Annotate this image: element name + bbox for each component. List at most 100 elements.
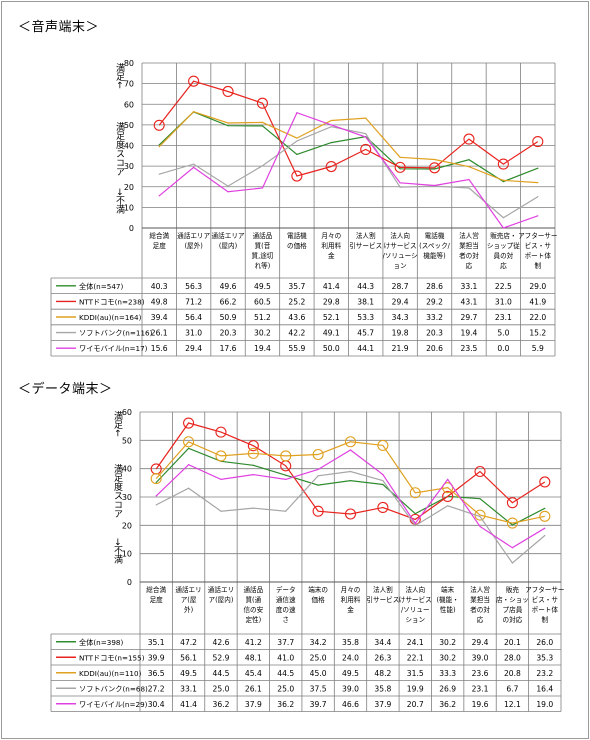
data-point xyxy=(502,227,504,229)
data-point-marker xyxy=(280,450,292,462)
data-point xyxy=(399,168,401,170)
data-point-marker xyxy=(344,436,357,448)
data-point xyxy=(479,515,481,518)
data-point xyxy=(537,167,539,169)
category-label: 価格 xyxy=(312,595,326,604)
table-cell-value: 23.5 xyxy=(460,344,477,353)
category-label: 制 xyxy=(542,615,549,624)
data-point-marker xyxy=(188,75,200,87)
data-point xyxy=(511,524,514,526)
table-cell-value: 30.4 xyxy=(148,700,165,709)
table-cell-value: 19.9 xyxy=(407,684,424,693)
data-point xyxy=(502,180,504,183)
data-point xyxy=(433,168,436,170)
table-cell-value: 60.5 xyxy=(254,297,271,306)
category-label: 利用料 xyxy=(341,595,361,604)
table-cell-value: 44.5 xyxy=(277,669,294,678)
y-tick-label: 10 xyxy=(122,550,132,559)
category-label: (機能・ xyxy=(436,595,458,604)
table-cell-value: 16.4 xyxy=(536,684,553,693)
category-label: 足度 xyxy=(153,241,167,250)
category-label: 通話エリ xyxy=(208,585,234,594)
table-cell-value: 35.8 xyxy=(374,684,391,693)
data-point-marker xyxy=(463,133,475,145)
category-label: 金 xyxy=(347,605,354,614)
category-label: データ xyxy=(276,585,296,594)
category-label: (屋外) xyxy=(184,241,202,250)
y-tick-label: 80 xyxy=(124,59,134,68)
y-tick-label: 40 xyxy=(124,142,134,151)
table-cell-value: 31.0 xyxy=(185,329,202,338)
data-point xyxy=(155,495,157,497)
table-cell-value: 44.3 xyxy=(357,282,374,291)
category-label: 信の安 xyxy=(243,605,263,614)
category-label: 法人向 xyxy=(390,231,410,240)
legend-label: KDDI(au)(n=110) xyxy=(79,669,142,678)
data-point-marker xyxy=(474,465,486,478)
data-point-marker xyxy=(506,517,518,529)
category-label: 電話機 xyxy=(287,231,307,240)
data-point xyxy=(155,481,157,484)
category-label: 通話エリ xyxy=(175,585,201,594)
data-point-marker xyxy=(312,505,324,517)
data-point-marker xyxy=(312,448,324,461)
data-point xyxy=(365,136,367,138)
table-cell-value: 43.1 xyxy=(460,297,477,306)
table-cell-value: 29.4 xyxy=(472,638,489,647)
category-label: 金 xyxy=(328,251,335,260)
y-tick-label: 40 xyxy=(122,465,132,474)
category-label: 定性) xyxy=(245,615,261,624)
section-title-voice: ＜音声端末＞ xyxy=(18,20,100,35)
table-cell-value: 27.2 xyxy=(148,684,165,693)
data-point-marker xyxy=(247,447,259,459)
y-axis-label-top: 満足← xyxy=(114,63,125,89)
table-cell-value: 29.7 xyxy=(460,313,477,322)
table-cell-value: 29.0 xyxy=(529,282,546,291)
data-point xyxy=(414,525,416,527)
y-axis-label: 満足度スコア xyxy=(112,464,123,518)
data-point-marker xyxy=(153,119,165,131)
data-point xyxy=(261,125,264,127)
table-cell-value: 33.1 xyxy=(180,684,197,693)
table-cell-value: 49.5 xyxy=(180,669,197,678)
table-cell-value: 19.4 xyxy=(254,344,271,353)
y-tick-label: 50 xyxy=(122,436,132,445)
data-point xyxy=(158,195,160,197)
table-cell-value: 34.2 xyxy=(310,638,327,647)
data-point-marker xyxy=(344,508,357,520)
table-cell-value: 15.6 xyxy=(151,344,168,353)
table-cell-value: 25.0 xyxy=(213,684,230,693)
category-label: 通話エリア xyxy=(177,231,210,240)
data-point xyxy=(382,479,384,482)
data-point xyxy=(468,178,470,181)
data-point-marker xyxy=(183,417,195,429)
category-label: 法人向 xyxy=(405,585,425,594)
category-label: 者の対 xyxy=(470,605,490,614)
category-label: /ソリュー xyxy=(401,606,430,614)
table-cell-value: 49.5 xyxy=(342,669,359,678)
data-point-marker xyxy=(215,450,227,462)
category-label: けサービス xyxy=(399,595,432,604)
table-cell-value: 35.7 xyxy=(288,282,305,291)
table-cell-value: 43.6 xyxy=(288,313,305,322)
category-label: アフターサー xyxy=(525,585,564,594)
table-cell-value: 49.8 xyxy=(151,297,168,306)
table-cell-value: 41.4 xyxy=(323,282,340,291)
table-cell-value: 22.1 xyxy=(407,653,424,662)
table-cell-value: 71.2 xyxy=(185,297,202,306)
data-point-marker xyxy=(532,136,544,148)
data-point xyxy=(544,507,546,509)
category-label: 度の速 xyxy=(276,605,296,614)
table-cell-value: 42.6 xyxy=(213,638,230,647)
section-title-data: ＜データ端末＞ xyxy=(18,382,113,397)
y-axis-label-bottom: →不満 xyxy=(112,538,123,564)
category-label: 電話機 xyxy=(425,231,445,240)
category-label: 端末の xyxy=(308,585,328,594)
data-point xyxy=(296,140,298,142)
table-cell-value: 46.6 xyxy=(342,700,359,709)
table-cell-value: 45.0 xyxy=(310,669,327,678)
category-label: さ xyxy=(282,616,289,624)
table-cell-value: 36.5 xyxy=(148,669,165,678)
